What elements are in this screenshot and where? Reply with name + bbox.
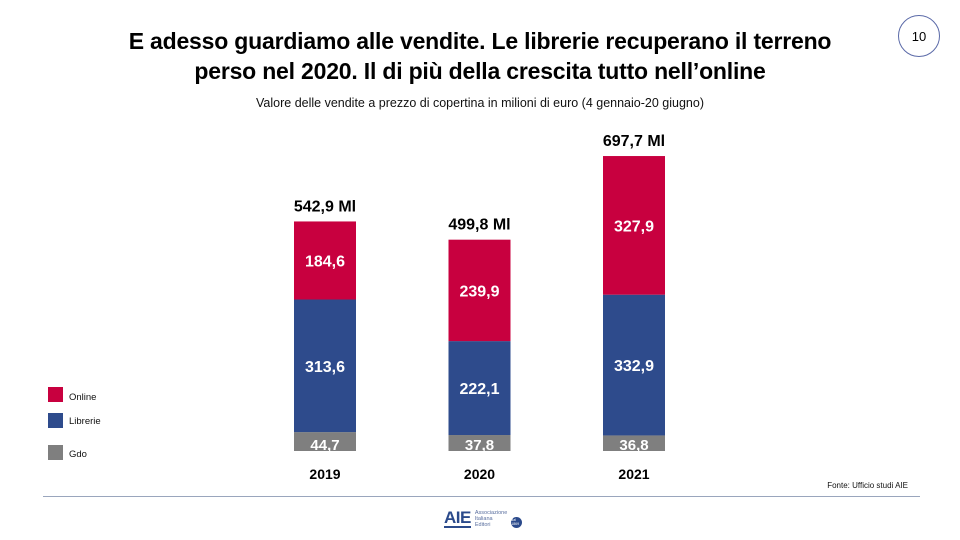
chart-subtitle: Valore delle vendite a prezzo di coperti…: [256, 96, 704, 110]
legend-swatch-librerie: [48, 413, 63, 428]
page-number: 10: [911, 28, 927, 44]
legend-swatch-online: [48, 387, 63, 402]
total-label-2021: 697,7 Ml: [603, 133, 665, 150]
data-label-online-2019: 184,6: [305, 253, 345, 270]
aie-logo: AIE Associazione Italiana Editori dal 18…: [444, 508, 523, 530]
total-label-2020: 499,8 Ml: [448, 217, 510, 234]
data-label-gdo-2019: 44,7: [310, 437, 339, 454]
data-label-online-2020: 239,9: [459, 283, 499, 300]
total-label-2019: 542,9 Ml: [294, 198, 356, 215]
logo-mark: AIE: [444, 508, 471, 528]
data-label-librerie-2020: 222,1: [459, 381, 499, 398]
logo-line-1: Associazione: [474, 510, 508, 516]
logo-seal-icon: dal 1869: [511, 516, 523, 528]
logo-words: Associazione Italiana Editori: [475, 510, 507, 528]
page-title: E adesso guardiamo alle vendite. Le libr…: [60, 26, 900, 86]
bar-gdo-2019: [294, 432, 356, 451]
logo-line-3: Editori: [474, 522, 491, 528]
x-tick-label-2020: 2020: [464, 466, 495, 482]
bar-librerie-2019: [294, 299, 356, 433]
legend-label-librerie: Librerie: [69, 416, 101, 427]
legend-swatch-gdo: [48, 445, 63, 460]
bar-online-2021: [603, 156, 665, 295]
bar-online-2020: [448, 239, 511, 342]
data-label-gdo-2020: 37,8: [465, 437, 494, 454]
legend-label-gdo: Gdo: [69, 449, 87, 460]
title-line-2: perso nel 2020. Il di più della crescita…: [194, 58, 766, 84]
footer-divider: [43, 496, 920, 497]
logo-line-2: Italiana: [474, 516, 493, 522]
page-number-badge: 10: [898, 15, 940, 57]
data-label-online-2021: 327,9: [614, 218, 654, 235]
bar-gdo-2020: [448, 435, 511, 451]
source-note: Fonte: Ufficio studi AIE: [827, 481, 908, 490]
bar-librerie-2021: [603, 294, 665, 436]
bar-gdo-2021: [603, 435, 665, 451]
x-tick-label-2021: 2021: [618, 466, 649, 482]
data-label-gdo-2021: 36,8: [619, 437, 648, 454]
bar-online-2019: [294, 221, 356, 300]
data-label-librerie-2019: 313,6: [305, 359, 345, 376]
bar-librerie-2020: [448, 341, 511, 436]
x-tick-label-2019: 2019: [309, 466, 340, 482]
legend-label-online: Online: [69, 392, 97, 403]
data-label-librerie-2021: 332,9: [614, 358, 654, 375]
title-line-1: E adesso guardiamo alle vendite. Le libr…: [128, 28, 832, 54]
